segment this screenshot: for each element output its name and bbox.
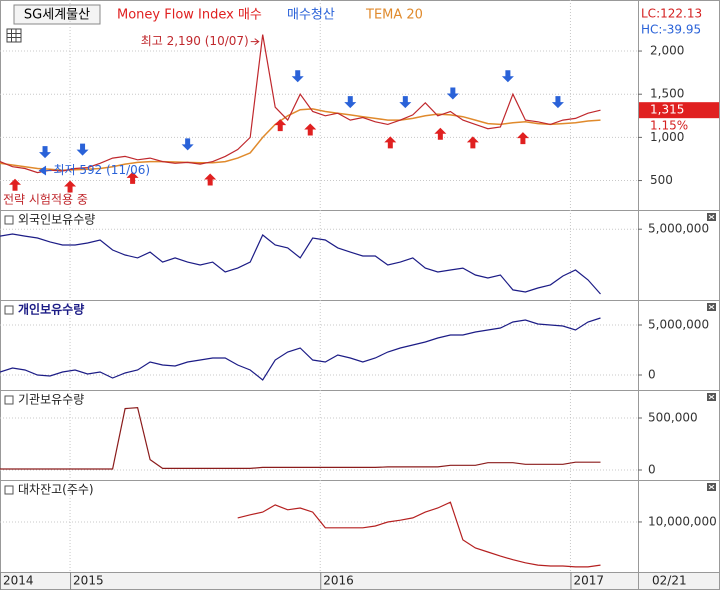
legend-entry: TEMA 20 bbox=[365, 8, 423, 23]
data-line bbox=[0, 317, 601, 381]
buy-arrow bbox=[516, 132, 529, 145]
last-value-label: 1,315 bbox=[650, 103, 684, 117]
x-tick-label: 2015 bbox=[73, 574, 104, 588]
y-tick-label: 1,500 bbox=[650, 87, 684, 101]
legend-entry: Money Flow Index 매수 bbox=[117, 8, 262, 23]
y-tick-label: 0 bbox=[648, 462, 656, 476]
sell-arrow bbox=[291, 70, 304, 83]
buy-arrow bbox=[126, 171, 139, 184]
buy-arrow bbox=[384, 136, 397, 149]
change-label: 1.15% bbox=[650, 119, 688, 133]
y-tick-label: 1,000 bbox=[650, 130, 684, 144]
data-line bbox=[0, 233, 601, 295]
y-tick-label: 0 bbox=[648, 368, 656, 382]
low-annotation: 최저 592 (11/06) bbox=[54, 163, 151, 177]
buy-arrow bbox=[434, 127, 447, 140]
x-axis-strip bbox=[0, 572, 720, 590]
buy-arrow bbox=[204, 173, 217, 186]
sell-arrow bbox=[551, 96, 564, 109]
hc-label: HC:-39.95 bbox=[641, 23, 701, 37]
buy-arrow bbox=[304, 123, 317, 136]
y-tick-label: 500,000 bbox=[648, 410, 698, 424]
panel-title: 대차잔고(주수) bbox=[18, 483, 94, 497]
panel-icon bbox=[4, 215, 14, 225]
sell-arrow bbox=[344, 96, 357, 109]
y-tick-label: 10,000,000 bbox=[648, 514, 717, 528]
note: 전략 시험적용 중 bbox=[3, 193, 88, 207]
close-icon bbox=[708, 304, 715, 310]
data-line bbox=[0, 108, 601, 171]
panel-icon bbox=[4, 305, 14, 315]
x-tick-label: 2016 bbox=[323, 574, 354, 588]
high-arrow bbox=[250, 38, 260, 46]
panel-title: 기관보유수량 bbox=[18, 393, 84, 407]
low-arrow bbox=[38, 165, 52, 176]
y-tick-label: 2,000 bbox=[650, 44, 684, 58]
data-line bbox=[237, 501, 601, 568]
y-tick-label: 5,000,000 bbox=[648, 318, 709, 332]
y-tick-label: 5,000,000 bbox=[648, 222, 709, 236]
data-line bbox=[0, 34, 601, 174]
close-icon bbox=[708, 394, 715, 400]
last-date-label: 02/21 bbox=[652, 574, 687, 588]
sell-arrow bbox=[501, 70, 514, 83]
buy-arrow bbox=[466, 136, 479, 149]
grid-icon bbox=[6, 28, 22, 43]
last-value-box bbox=[639, 102, 719, 119]
buy-arrow bbox=[64, 180, 77, 193]
close-icon bbox=[708, 214, 715, 220]
x-tick-label: 2017 bbox=[573, 574, 604, 588]
buy-arrow bbox=[274, 119, 287, 132]
lc-label: LC:122.13 bbox=[641, 7, 702, 21]
legend-entry: 매수청산 bbox=[287, 8, 335, 23]
panel-icon bbox=[4, 395, 14, 405]
sell-arrow bbox=[399, 96, 412, 109]
stock-name-box bbox=[13, 4, 101, 25]
y-tick-label: 500 bbox=[650, 173, 673, 187]
buy-arrow bbox=[9, 178, 22, 191]
chart-title: SG세계물산 bbox=[24, 8, 90, 23]
panel-icon bbox=[4, 485, 14, 495]
x-tick-label: 2014 bbox=[3, 574, 34, 588]
panel-title: 개인보유수량 bbox=[18, 302, 84, 317]
sell-arrow bbox=[181, 138, 194, 151]
sell-arrow bbox=[76, 143, 89, 156]
high-annotation: 최고 2,190 (10/07) bbox=[141, 34, 249, 48]
close-icon bbox=[708, 484, 715, 490]
data-line bbox=[0, 406, 601, 470]
sell-arrow bbox=[446, 87, 459, 100]
sell-arrow bbox=[39, 146, 52, 159]
panel-title: 외국인보유수량 bbox=[18, 213, 95, 227]
